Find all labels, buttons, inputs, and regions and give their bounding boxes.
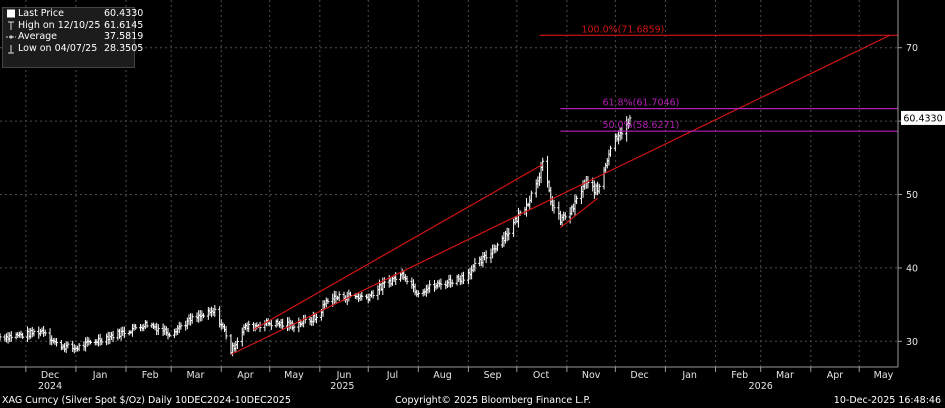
filled-square-icon (6, 8, 16, 19)
x-tick-label: Dec (41, 370, 59, 381)
x-tick-label: Sep (484, 370, 502, 381)
x-tick-label: May (284, 370, 304, 381)
copyright-notice: Copyright© 2025 Bloomberg Finance L.P. (395, 395, 591, 406)
fib-level-label: 61.8%(61.7046) (602, 98, 679, 109)
low-marker-icon (6, 43, 16, 54)
legend-value: 28.3505 (104, 42, 144, 54)
price-chart: 100.0%(71.6859) 61.8%(61.7046) 50.0%(58.62… (0, 0, 945, 392)
x-tick-label: Oct (533, 370, 550, 381)
y-tick-label: 30 (906, 337, 918, 348)
x-tick-label: Jan (92, 370, 108, 381)
trend-line-upper (253, 163, 543, 331)
grid-lines (0, 0, 898, 367)
x-tick-label: Apr (827, 370, 844, 381)
x-tick-label: May (874, 370, 894, 381)
legend: Last Price 60.4330 High on 12/10/25 61.6… (2, 7, 143, 68)
chart-overlays: 100.0%(71.6859) 61.8%(61.7046) 50.0%(58.62… (230, 24, 898, 356)
legend-item-low: Low on 04/07/25 28.3505 (3, 42, 143, 55)
x-tick-label: Mar (186, 370, 204, 381)
legend-value: 37.5819 (104, 31, 144, 42)
y-tick-label: 40 (906, 263, 918, 274)
x-year-label: 2026 (749, 381, 773, 392)
x-tick-label: Feb (731, 370, 748, 381)
legend-item-last-price: Last Price 60.4330 (3, 8, 143, 20)
last-price-marker: 60.4330 (901, 110, 945, 125)
x-tick-label: Jul (386, 370, 398, 381)
legend-label: Average (18, 31, 58, 42)
x-tick-label: Apr (237, 370, 254, 381)
timestamp: 10-Dec-2025 16:48:46 (833, 395, 941, 406)
legend-item-high: High on 12/10/25 61.6145 (3, 19, 143, 32)
legend-label: Low on 04/07/25 (18, 42, 98, 54)
x-tick-label: Aug (433, 370, 452, 381)
y-tick-label: 70 (906, 43, 918, 54)
legend-label: High on 12/10/25 (18, 19, 101, 31)
last-price-label: 60.4330 (903, 113, 942, 124)
axes: Dec Jan Feb Mar Apr May Jun Jul Aug Sep Oct Nov Dec J… (0, 0, 945, 392)
x-tick-label: Feb (142, 370, 159, 381)
legend-value: 61.6145 (104, 19, 144, 31)
footer: XAG Curncy (Silver Spot $/Oz) Daily 10DE… (0, 393, 945, 408)
x-year-label: 2025 (330, 381, 354, 392)
average-line-icon (6, 31, 16, 42)
x-tick-label: Jan (681, 370, 697, 381)
y-tick-label: 50 (906, 190, 918, 201)
legend-label: Last Price (18, 8, 64, 19)
security-description: XAG Curncy (Silver Spot $/Oz) Daily 10DE… (2, 395, 291, 406)
x-tick-label: Nov (582, 370, 601, 381)
legend-value: 60.4330 (104, 8, 144, 19)
trend-line-base (560, 197, 598, 229)
x-tick-label: Mar (776, 370, 794, 381)
x-year-label: 2024 (38, 381, 62, 392)
last-price-box (901, 110, 945, 125)
trend-line-lower (230, 34, 891, 356)
legend-item-average: Average 37.5819 (3, 31, 143, 43)
price-series (0, 115, 632, 357)
fib-level-label: 100.0%(71.6859) (581, 24, 664, 35)
fib-level-label: 50.0%(58.6271) (602, 120, 679, 131)
x-tick-label: Jun (336, 370, 352, 381)
high-marker-icon (6, 20, 16, 31)
x-tick-label: Dec (630, 370, 648, 381)
